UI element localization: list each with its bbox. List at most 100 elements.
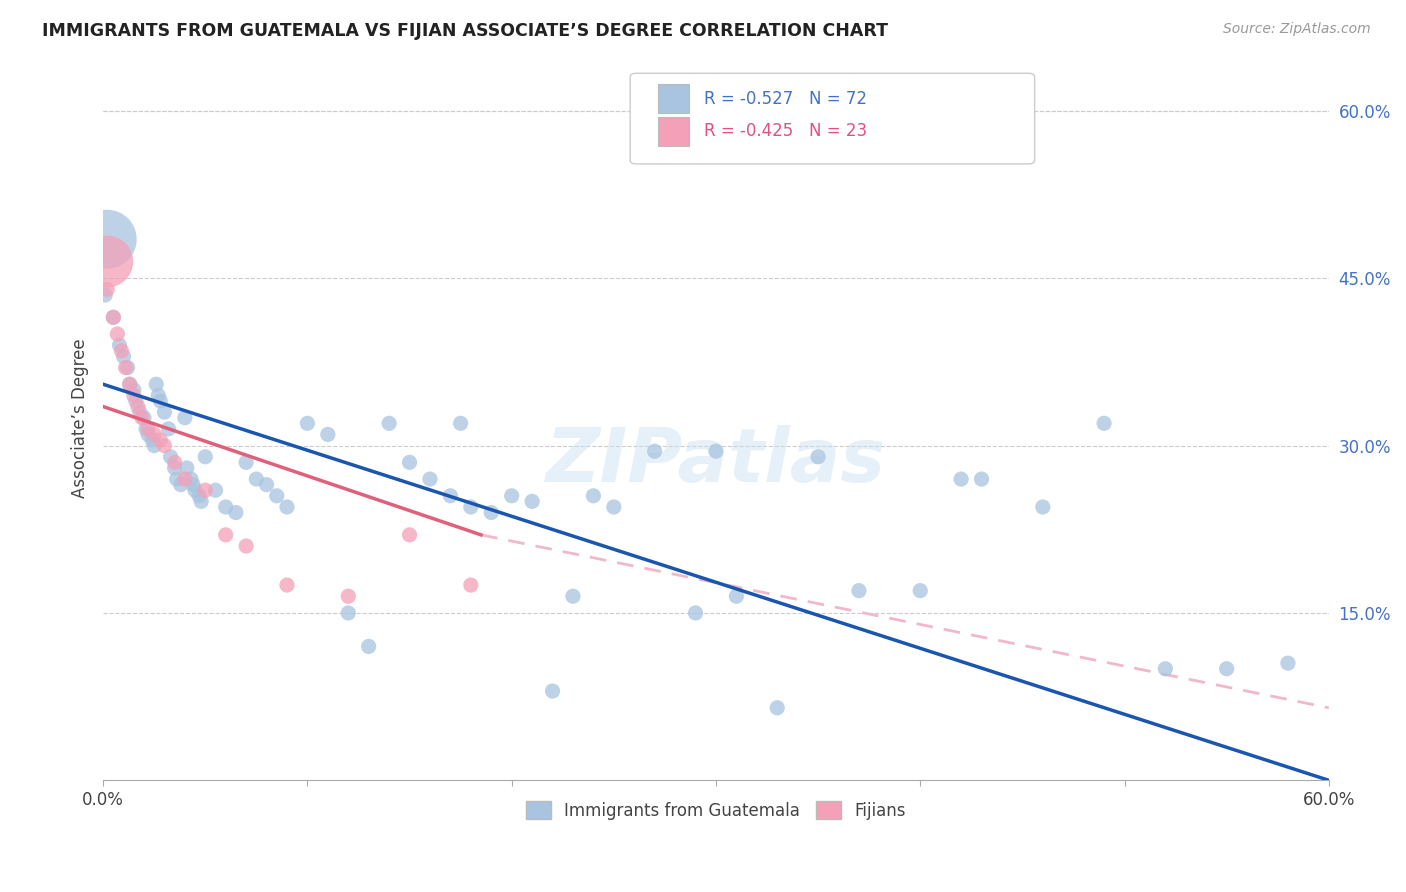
Point xyxy=(145,377,167,392)
FancyBboxPatch shape xyxy=(658,117,689,145)
Point xyxy=(204,483,226,498)
Point xyxy=(122,383,145,397)
Point xyxy=(215,500,238,514)
Point xyxy=(184,483,207,498)
Point xyxy=(194,483,217,498)
Point xyxy=(807,450,830,464)
Point xyxy=(132,410,155,425)
Text: R = -0.425   N = 23: R = -0.425 N = 23 xyxy=(703,122,868,140)
Point xyxy=(450,417,472,431)
Point xyxy=(166,472,188,486)
Point xyxy=(562,589,585,603)
Point xyxy=(112,350,135,364)
Point xyxy=(96,232,118,246)
Point xyxy=(135,422,157,436)
Point xyxy=(245,472,267,486)
Point xyxy=(276,578,298,592)
Point xyxy=(1092,417,1115,431)
Point xyxy=(316,427,339,442)
Point xyxy=(153,405,176,419)
Point xyxy=(190,494,212,508)
Point xyxy=(122,388,145,402)
Point xyxy=(173,410,195,425)
Point xyxy=(235,455,257,469)
Point xyxy=(136,422,159,436)
Point xyxy=(970,472,993,486)
Point xyxy=(117,360,139,375)
Point xyxy=(149,394,172,409)
Point xyxy=(225,506,247,520)
Point xyxy=(479,506,502,520)
Text: R = -0.527   N = 72: R = -0.527 N = 72 xyxy=(703,90,866,108)
Point xyxy=(129,405,152,419)
Point xyxy=(1154,662,1177,676)
Point xyxy=(131,410,153,425)
Point xyxy=(1277,656,1299,670)
Point xyxy=(180,472,202,486)
Point xyxy=(194,450,217,464)
Point xyxy=(501,489,523,503)
Point xyxy=(337,589,360,603)
Point xyxy=(181,477,204,491)
Point xyxy=(94,288,117,302)
Point xyxy=(163,461,186,475)
Point xyxy=(157,422,180,436)
Point xyxy=(378,417,401,431)
Point xyxy=(541,684,564,698)
Point xyxy=(276,500,298,514)
Point xyxy=(1215,662,1237,676)
Point xyxy=(114,360,136,375)
Point xyxy=(141,433,163,447)
Point xyxy=(118,377,141,392)
Point xyxy=(725,589,748,603)
Point xyxy=(766,700,789,714)
Text: Source: ZipAtlas.com: Source: ZipAtlas.com xyxy=(1223,22,1371,37)
FancyBboxPatch shape xyxy=(658,84,689,113)
Point xyxy=(848,583,870,598)
Point xyxy=(256,477,278,491)
Point xyxy=(582,489,605,503)
Point xyxy=(235,539,257,553)
Point xyxy=(176,461,198,475)
Point xyxy=(1032,500,1054,514)
Point xyxy=(127,400,149,414)
Point xyxy=(439,489,461,503)
Point xyxy=(153,439,176,453)
Point xyxy=(685,606,707,620)
Point xyxy=(215,528,238,542)
Point xyxy=(143,427,166,442)
Point xyxy=(148,388,170,402)
Point xyxy=(337,606,360,620)
Point xyxy=(460,578,482,592)
Point xyxy=(297,417,319,431)
Point xyxy=(170,477,193,491)
Point xyxy=(125,394,148,409)
Point xyxy=(398,528,420,542)
Point xyxy=(460,500,482,514)
Legend: Immigrants from Guatemala, Fijians: Immigrants from Guatemala, Fijians xyxy=(519,795,912,826)
FancyBboxPatch shape xyxy=(630,73,1035,164)
Point xyxy=(520,494,543,508)
Point xyxy=(118,377,141,392)
Point xyxy=(159,450,181,464)
Point xyxy=(107,326,129,341)
Point xyxy=(96,254,118,268)
Point xyxy=(96,282,118,296)
Point xyxy=(163,455,186,469)
Point xyxy=(136,427,159,442)
Point xyxy=(398,455,420,469)
Text: ZIPatlas: ZIPatlas xyxy=(546,425,886,498)
Point xyxy=(704,444,727,458)
Point xyxy=(603,500,626,514)
Y-axis label: Associate’s Degree: Associate’s Degree xyxy=(72,338,89,498)
Point xyxy=(950,472,973,486)
Point xyxy=(419,472,441,486)
Point xyxy=(103,310,125,325)
Text: IMMIGRANTS FROM GUATEMALA VS FIJIAN ASSOCIATE’S DEGREE CORRELATION CHART: IMMIGRANTS FROM GUATEMALA VS FIJIAN ASSO… xyxy=(42,22,889,40)
Point xyxy=(188,489,211,503)
Point xyxy=(108,338,131,352)
Point xyxy=(357,640,380,654)
Point xyxy=(173,472,195,486)
Point xyxy=(644,444,666,458)
Point xyxy=(110,343,132,358)
